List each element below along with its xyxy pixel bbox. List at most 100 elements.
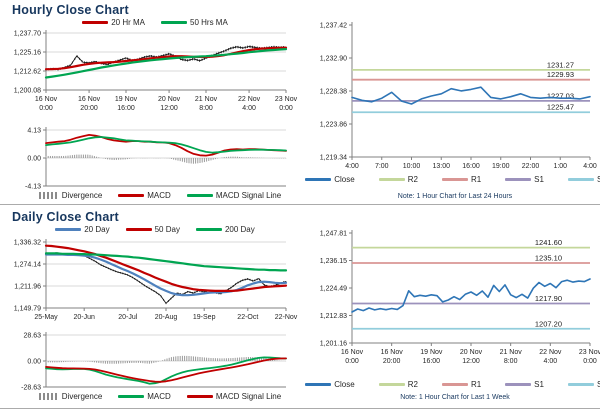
x-tick-label: 22-Nov xyxy=(275,314,298,321)
series-macd-signal-line xyxy=(45,357,287,383)
legend-label: S1 xyxy=(534,175,544,184)
x-tick-label: 23 Nov 0:00 xyxy=(579,349,600,365)
legend-label: R2 xyxy=(407,175,418,184)
legend-item-macd: MACD xyxy=(118,191,171,200)
legend-item-50-hrs-ma: 50 Hrs MA xyxy=(161,18,228,27)
x-tick-label: 4:00 xyxy=(345,163,359,170)
line-swatch-icon xyxy=(305,383,332,386)
legend-label: S2 xyxy=(596,380,600,389)
x-tick-label: 10:00 xyxy=(403,163,421,170)
y-tick-label: 0.00 xyxy=(27,359,41,366)
y-tick-label: 28.63 xyxy=(23,333,41,340)
x-tick-label: 21 Nov 8:00 xyxy=(195,96,218,112)
legend-item-macd-signal-line: MACD Signal Line xyxy=(186,191,282,200)
line-swatch-icon xyxy=(305,178,332,181)
legend-label: MACD xyxy=(147,392,171,401)
legend-label: Close xyxy=(334,380,355,389)
series-50-day xyxy=(44,244,288,293)
y-tick-label: -28.63 xyxy=(21,385,41,392)
x-tick-label: 22 Nov 4:00 xyxy=(539,349,562,365)
legend-label: 50 Hrs MA xyxy=(190,18,228,27)
y-tick-label: 1,224.49 xyxy=(320,285,347,292)
legend-item-close: Close xyxy=(305,380,355,389)
y-tick-label: 1,149.79 xyxy=(14,306,41,313)
legend-item-r1: R1 xyxy=(441,380,482,389)
legend-item-s2: S2 xyxy=(567,380,600,389)
hourly-macd-legend: Divergence MACD MACD Signal Line xyxy=(20,191,300,200)
x-tick-label: 19 Nov 16:00 xyxy=(115,96,138,112)
hourly-pivot-legend: Close R2 R1 S1 S2 xyxy=(305,175,600,184)
series-20-day xyxy=(44,253,288,297)
x-tick-label: 20-Aug xyxy=(155,314,178,321)
x-tick-label: 16 Nov 0:00 xyxy=(341,349,364,365)
line-swatch-icon xyxy=(55,228,82,231)
x-tick-label: 22-Oct xyxy=(237,314,258,321)
legend-item-r2: R2 xyxy=(378,175,418,184)
x-tick-label: 13:00 xyxy=(432,163,450,170)
legend-label: R1 xyxy=(470,380,482,389)
legend-label: 200 Day xyxy=(224,225,255,234)
daily-macd-legend: Divergence MACD MACD Signal Line xyxy=(20,392,300,401)
hourly-pivot-chart: 1,237.42 1,232.90 1,228.38 1,223.86 1,219.34… xyxy=(320,22,597,170)
legend-label: 20 Day xyxy=(84,225,110,234)
legend-label: S2 xyxy=(596,175,600,184)
y-tick-label: 1,228.38 xyxy=(320,89,347,96)
x-tick-label: 20-Jun xyxy=(73,314,95,321)
legend-label: R1 xyxy=(470,175,482,184)
series-200-day xyxy=(44,252,288,272)
x-tick-label: 16:00 xyxy=(462,163,480,170)
y-tick-label: 1,212.62 xyxy=(14,69,41,76)
hourly-macd-chart: 4.13 0.00 -4.13 xyxy=(25,127,287,191)
x-tick-label: 1:00 xyxy=(553,163,567,170)
hourly-pivot-note: Note: 1 Hour Chart for Last 24 Hours xyxy=(397,193,513,200)
legend-item-s2: S2 xyxy=(567,175,600,184)
section-divider xyxy=(0,204,600,205)
x-tick-label: 25-May xyxy=(34,314,58,321)
pivot-line-label: 1231.27 xyxy=(547,60,574,69)
hourly-section-title: Hourly Close Chart xyxy=(12,3,129,17)
y-tick-label: 1,236.15 xyxy=(320,258,347,265)
series-20-hr-ma xyxy=(44,46,288,71)
y-tick-label: 0.00 xyxy=(27,156,41,163)
y-tick-label: 1,223.86 xyxy=(320,122,347,129)
legend-label: MACD Signal Line xyxy=(215,191,282,200)
y-tick-label: 1,212.83 xyxy=(320,313,347,320)
legend-item-200-day: 200 Day xyxy=(195,225,255,234)
y-tick-label: 1,237.42 xyxy=(320,23,347,30)
y-tick-label: 1,211.96 xyxy=(14,284,41,291)
line-swatch-icon xyxy=(378,383,405,386)
line-swatch-icon xyxy=(125,228,152,231)
legend-label: R2 xyxy=(407,380,418,389)
series-50-hrs-ma xyxy=(44,48,288,79)
y-tick-label: 1,232.90 xyxy=(320,56,347,63)
divergence-swatch-icon xyxy=(38,192,59,199)
daily-pivot-chart: 1,247.81 1,236.15 1,224.49 1,212.83 1,201.16… xyxy=(320,230,600,365)
legend-item-s1: S1 xyxy=(505,380,544,389)
y-tick-label: -4.13 xyxy=(25,184,41,191)
x-tick-label: 20-Jul xyxy=(118,314,138,321)
pivot-line-label: 1241.60 xyxy=(535,238,562,247)
line-swatch-icon xyxy=(118,194,145,197)
series-macd-signal-line xyxy=(45,136,287,154)
legend-item-20-day: 20 Day xyxy=(55,225,110,234)
legend-item-s1: S1 xyxy=(505,175,544,184)
legend-item-macd: MACD xyxy=(118,392,171,401)
x-tick-label: 16 Nov 0:00 xyxy=(35,96,58,112)
legend-item-50-day: 50 Day xyxy=(125,225,180,234)
daily-section-title: Daily Close Chart xyxy=(12,210,119,224)
legend-item-divergence: Divergence xyxy=(38,392,102,401)
bottom-divider xyxy=(0,408,600,409)
y-tick-label: 1,336.32 xyxy=(14,240,41,247)
x-tick-label: 23 Nov 0:00 xyxy=(275,96,298,112)
pivot-line-label: 1227.03 xyxy=(547,91,574,100)
y-tick-label: 1,201.16 xyxy=(320,341,347,348)
x-tick-label: 4:00 xyxy=(583,163,597,170)
pivot-line-label: 1229.93 xyxy=(547,70,574,79)
line-swatch-icon xyxy=(505,383,532,386)
daily-pivot-legend: Close R2 R1 S1 S2 xyxy=(305,380,600,389)
line-swatch-icon xyxy=(378,178,405,181)
x-tick-label: 21 Nov 8:00 xyxy=(500,349,523,365)
legend-item-divergence: Divergence xyxy=(38,191,102,200)
